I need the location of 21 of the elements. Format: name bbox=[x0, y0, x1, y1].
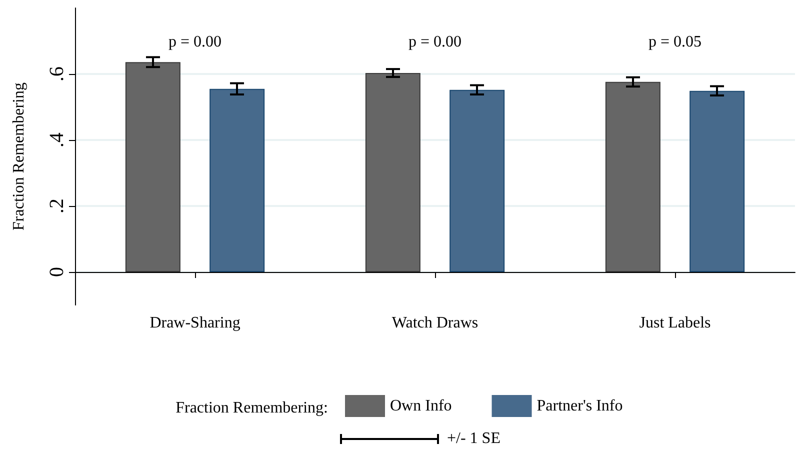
annotation: p = 0.00 bbox=[168, 34, 222, 50]
bar bbox=[450, 90, 505, 272]
x-tick-label: Watch Draws bbox=[392, 314, 478, 332]
y-axis-title: Fraction Remembering bbox=[10, 82, 28, 230]
bar bbox=[210, 88, 265, 272]
bar bbox=[125, 62, 180, 272]
y-tick-label: .6 bbox=[46, 66, 68, 82]
y-tick-label: .2 bbox=[46, 198, 68, 214]
legend-title: Fraction Remembering: bbox=[176, 400, 328, 416]
annotation: p = 0.00 bbox=[408, 34, 462, 50]
annotation: p = 0.05 bbox=[648, 34, 702, 50]
bar bbox=[605, 82, 660, 272]
x-tick-label: Draw-Sharing bbox=[150, 314, 240, 332]
x-tick-label: Just Labels bbox=[639, 314, 711, 332]
y-tick-label: .4 bbox=[46, 132, 68, 148]
legend-label: Own Info bbox=[390, 398, 452, 414]
legend-label: Partner's Info bbox=[536, 398, 623, 414]
y-tick-label: 0 bbox=[46, 267, 68, 277]
bar bbox=[690, 90, 745, 272]
text: +/- 1 SE bbox=[447, 430, 500, 448]
bar bbox=[365, 73, 420, 272]
